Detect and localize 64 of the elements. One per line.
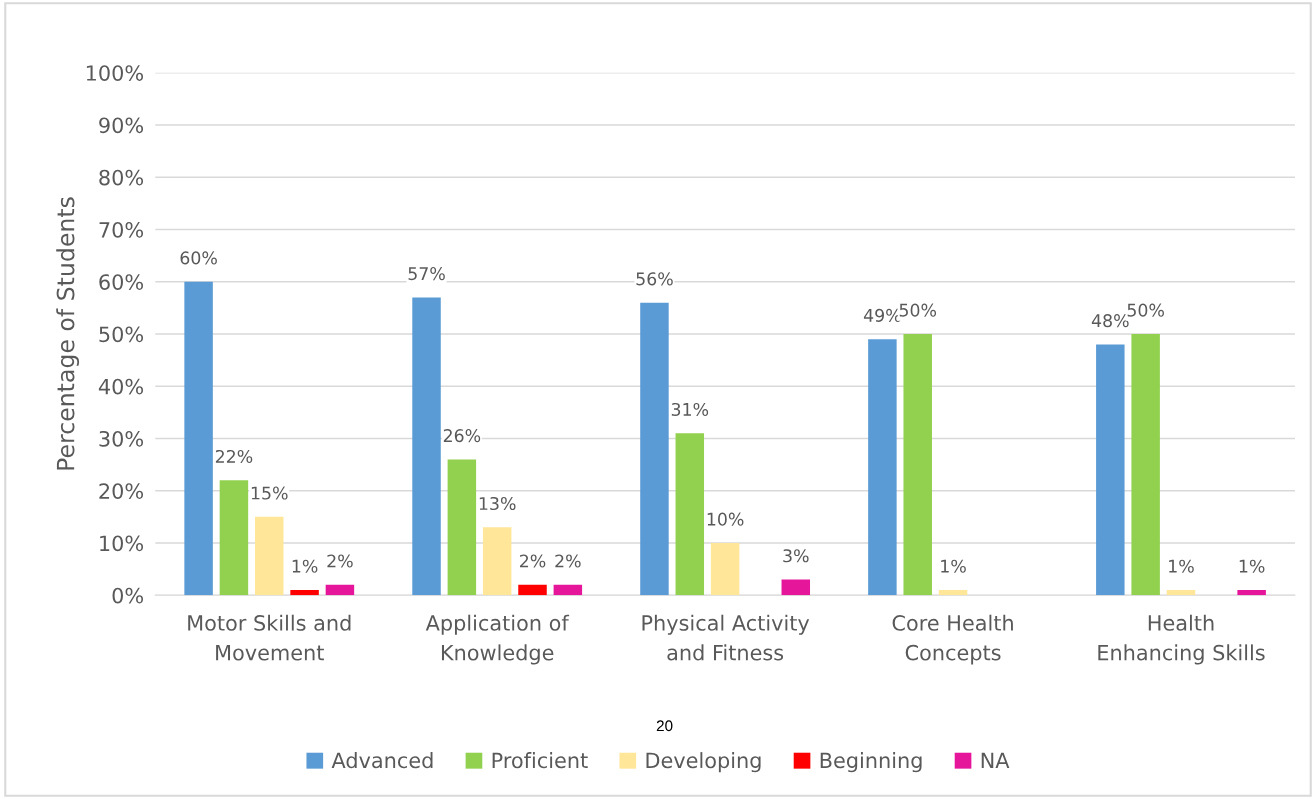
bar [710, 543, 740, 596]
x-tick-label: Physical Activity and Fitness [642, 614, 810, 661]
data-label: 10% [707, 512, 744, 526]
legend-label: Proficient [492, 752, 588, 769]
data-label: 22% [215, 449, 253, 464]
data-label: 2% [327, 554, 353, 568]
legend-label: Beginning [820, 752, 922, 773]
data-label: 57% [408, 267, 445, 281]
data-label: 2% [555, 554, 581, 568]
bar [412, 297, 441, 596]
legend-label: NA [981, 752, 1010, 768]
data-label: 3% [783, 549, 809, 563]
data-label: 13% [479, 496, 516, 511]
x-tick-label: Application of Knowledge [425, 614, 570, 665]
bar [1131, 333, 1160, 596]
y-tick-label: 60% [99, 274, 144, 290]
y-tick-label: 100% [86, 65, 144, 81]
y-tick-label: 80% [99, 169, 144, 186]
data-label: 50% [899, 303, 937, 317]
data-label: 1% [941, 559, 966, 573]
bar [553, 584, 583, 596]
y-tick-label: 70% [99, 221, 144, 238]
bar [640, 302, 669, 596]
y-tick-label: 30% [99, 430, 144, 447]
bar [184, 281, 213, 596]
data-label: 1% [1239, 559, 1265, 573]
y-tick-label: 0% [112, 587, 144, 604]
bar [325, 584, 355, 596]
data-label: 48% [1091, 314, 1129, 328]
y-tick-label: 20% [99, 483, 144, 499]
text: 20 [656, 720, 673, 732]
bar [781, 579, 811, 596]
x-tick-label: Motor Skills and Movement [188, 614, 351, 661]
legend-label: Developing [646, 752, 761, 773]
bar [482, 527, 512, 596]
y-tick-label: 50% [99, 326, 144, 343]
x-tick-label: Health Enhancing Skills [1098, 614, 1265, 665]
data-label: 31% [671, 402, 709, 417]
y-tick-label: 40% [98, 378, 144, 395]
data-label: 56% [636, 272, 673, 286]
y-tick-label: 10% [100, 535, 144, 552]
data-label: 60% [180, 251, 217, 265]
legend-label: Advanced [331, 752, 433, 769]
data-label: 1% [1169, 559, 1194, 573]
bar [290, 590, 319, 596]
bar [518, 584, 547, 596]
data-label: 2% [520, 554, 546, 568]
data-label: 50% [1127, 303, 1164, 317]
bar [447, 459, 477, 596]
data-label: 15% [251, 486, 288, 500]
bar [1096, 344, 1125, 596]
bar [868, 339, 897, 596]
data-label: 26% [443, 429, 481, 443]
bar [938, 590, 968, 596]
bar [255, 516, 284, 596]
data-label: 1% [292, 559, 318, 573]
bar [1166, 590, 1196, 596]
bar [1237, 590, 1266, 596]
bar [675, 433, 705, 596]
bar [219, 480, 249, 596]
bar [903, 333, 932, 596]
y-axis-title: Percentage of Students [56, 197, 80, 470]
y-tick-label: 90% [99, 117, 144, 134]
x-tick-label: Core Health Concepts [892, 614, 1013, 665]
